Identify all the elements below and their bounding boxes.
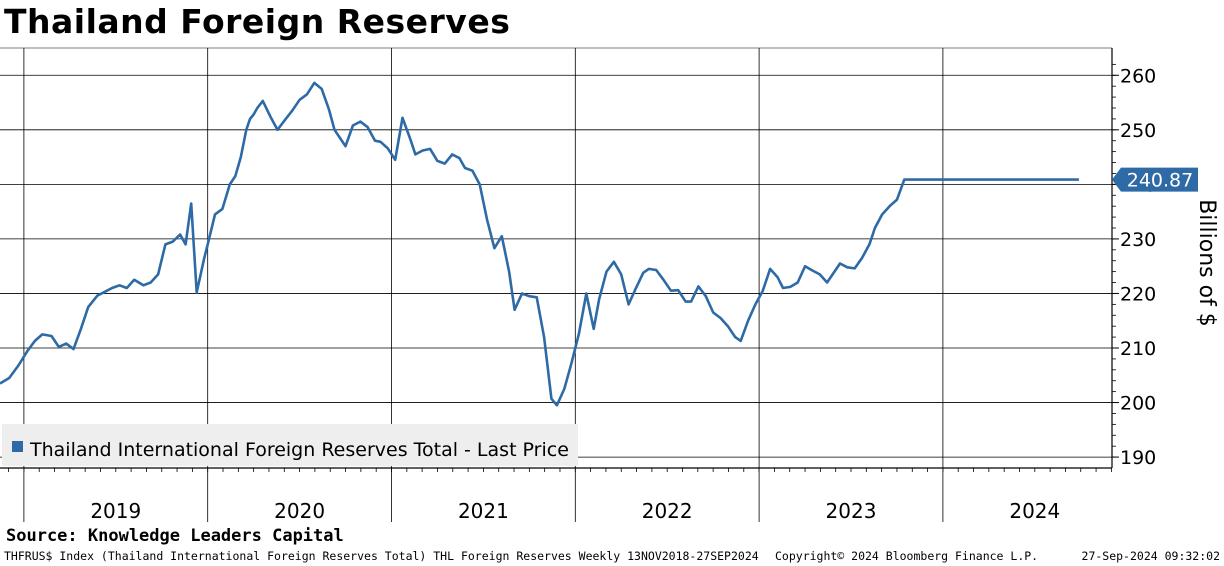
last-price-tag bbox=[1112, 167, 1198, 192]
timestamp: 27-Sep-2024 09:32:02 bbox=[1081, 549, 1220, 563]
x-tick-label: 2022 bbox=[642, 499, 693, 523]
y-tick-label: 230 bbox=[1120, 229, 1156, 251]
y-axis-label: Billions of $ bbox=[1194, 199, 1219, 327]
y-tick-label: 220 bbox=[1120, 283, 1156, 305]
series-line bbox=[0, 81, 1079, 407]
x-tick-label: 2023 bbox=[826, 499, 877, 523]
last-price-label: 240.87 bbox=[1127, 170, 1193, 192]
x-tick-label: 2019 bbox=[90, 499, 141, 523]
chart-title: Thailand Foreign Reserves bbox=[4, 2, 511, 41]
source-note: Source: Knowledge Leaders Capital bbox=[6, 526, 344, 546]
y-tick-label: 190 bbox=[1120, 447, 1156, 469]
legend bbox=[2, 424, 578, 466]
y-tick-label: 250 bbox=[1120, 120, 1156, 142]
x-tick-label: 2021 bbox=[458, 499, 509, 523]
copyright: Copyright© 2024 Bloomberg Finance L.P. bbox=[775, 549, 1039, 563]
legend-swatch bbox=[12, 441, 23, 452]
x-tick-label: 2024 bbox=[1009, 499, 1060, 523]
y-tick-label: 200 bbox=[1120, 393, 1156, 415]
index-info: THFRUS$ Index (Thailand International Fo… bbox=[4, 549, 759, 563]
legend-label: Thailand International Foreign Reserves … bbox=[29, 439, 569, 461]
y-tick-label: 210 bbox=[1120, 338, 1156, 360]
y-tick-label: 260 bbox=[1120, 65, 1156, 87]
x-tick-label: 2020 bbox=[274, 499, 325, 523]
